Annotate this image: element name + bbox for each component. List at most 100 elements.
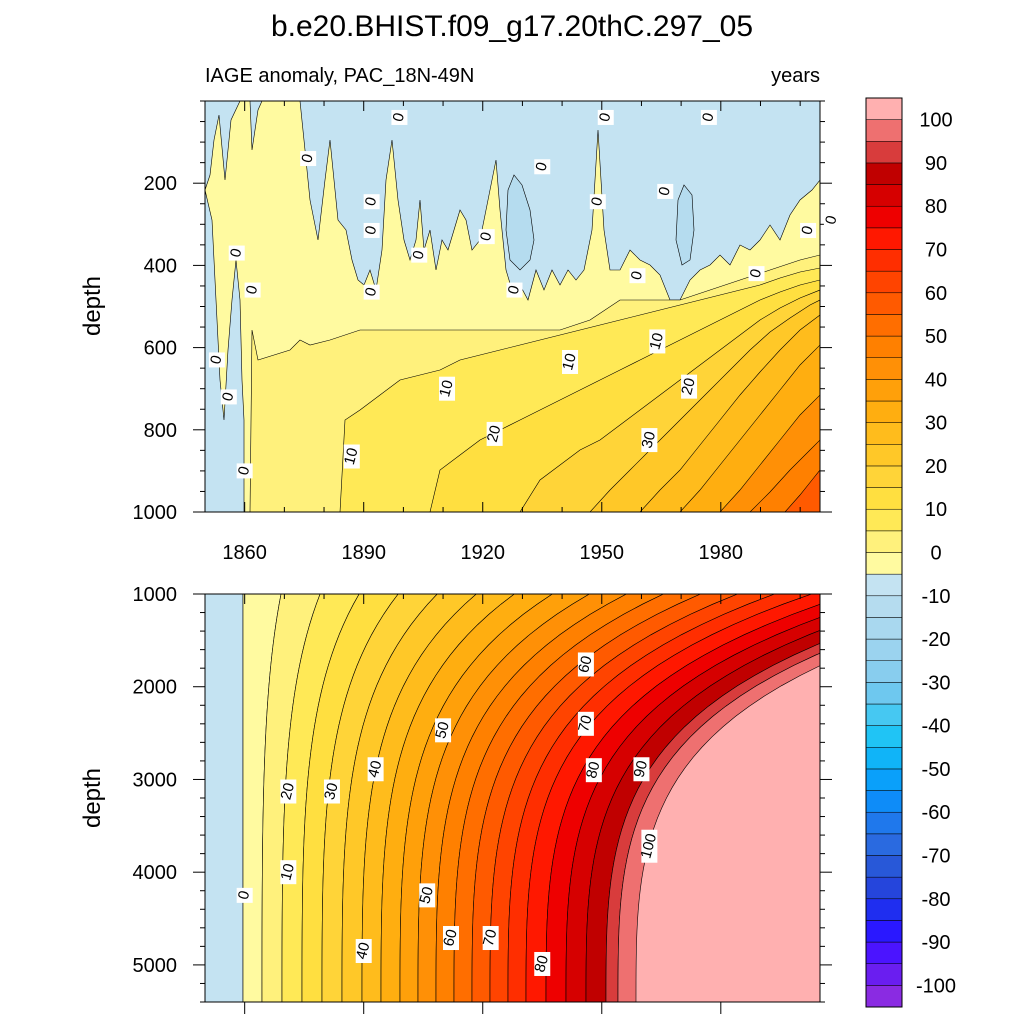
contour-label-bg xyxy=(589,194,606,210)
colorbar-swatch xyxy=(865,422,903,445)
contour-label-bg xyxy=(633,757,650,782)
contour-label-bg xyxy=(482,926,499,951)
colorbar-tick-label: 60 xyxy=(925,283,947,305)
colorbar-swatch xyxy=(865,941,903,964)
contour-label-bg xyxy=(800,222,817,238)
contour-label-bg xyxy=(244,282,261,298)
colorbar-tick-label: 100 xyxy=(919,110,952,132)
colorbar-swatch xyxy=(865,508,903,532)
colorbar-tick-label: -100 xyxy=(916,975,956,997)
contour-label: 10 xyxy=(436,378,457,399)
contour-label: 40 xyxy=(365,759,386,780)
top-x-tick-label: 1920 xyxy=(460,542,505,564)
colorbar-tick-label: -50 xyxy=(922,759,951,781)
bottom-x-ticks xyxy=(204,594,801,1014)
contour-label-bg xyxy=(419,883,436,908)
colorbar-tick-label: 90 xyxy=(925,153,947,175)
colorbar-swatch xyxy=(865,314,903,337)
colorbar-swatch xyxy=(865,573,903,597)
colorbar-swatch xyxy=(865,270,903,294)
colorbar-tick-label: 20 xyxy=(925,456,947,478)
top-panel: 1860 1890 1920 1950 1980 200 400 600 800 1000 de… xyxy=(79,100,841,564)
colorbar-swatch xyxy=(865,617,903,640)
colorbar-swatch xyxy=(865,833,903,856)
contour-label-bg xyxy=(506,282,523,298)
top-y-tick-label: 1000 xyxy=(133,502,178,524)
bottom-y-tick-label: 2000 xyxy=(133,677,178,699)
contour-label-bg xyxy=(534,159,551,175)
top-x-ticks: 1860 1890 1920 1950 1980 xyxy=(204,101,801,564)
contour-label-bg xyxy=(657,183,674,199)
bottom-y-label: depth xyxy=(79,768,106,828)
colorbar-swatch xyxy=(865,747,903,770)
colorbar-tick-label: -70 xyxy=(922,846,951,868)
bottom-y-tick-label: 5000 xyxy=(133,955,178,977)
colorbar-swatch xyxy=(865,985,903,1008)
colorbar-tick-label: 40 xyxy=(925,369,947,391)
contour-label-bg xyxy=(411,247,428,263)
contour-label-bg xyxy=(435,718,452,743)
contour-label-bg xyxy=(220,389,237,405)
contour-label-bg xyxy=(641,829,658,863)
colorbar-tick-label: -60 xyxy=(922,802,951,824)
contour-label-bg xyxy=(486,421,503,446)
contour-label: 30 xyxy=(321,781,342,802)
top-y-label: depth xyxy=(79,276,106,336)
colorbar-swatch xyxy=(865,811,903,835)
contour-label: 80 xyxy=(531,954,552,975)
top-y-ticks: 200 400 600 800 1000 xyxy=(133,100,832,524)
contour-label: 10 xyxy=(277,862,298,883)
colorbar-swatch xyxy=(865,725,903,748)
colorbar-swatch xyxy=(865,682,903,705)
colorbar-swatch xyxy=(865,465,903,488)
contour-label: 20 xyxy=(484,424,505,445)
contour-label: 30 xyxy=(639,430,660,451)
colorbar-tick-label: 10 xyxy=(925,499,947,521)
contour-label-bg xyxy=(748,266,765,282)
contour-label: 50 xyxy=(432,720,453,741)
colorbar-swatch xyxy=(865,162,903,185)
colorbar-swatch xyxy=(865,855,903,878)
contour-label-bg xyxy=(323,779,340,804)
colorbar-swatch xyxy=(865,400,903,423)
colorbar-tick-label: -90 xyxy=(922,932,951,954)
contour-label-bg xyxy=(355,939,372,963)
contour-label-bg xyxy=(823,212,840,228)
right-subtitle: years xyxy=(771,65,820,87)
contour-label-bg xyxy=(280,779,297,804)
contour-label-bg xyxy=(443,926,459,951)
chart-title: b.e20.BHIST.f09_g17.20thC.297_05 xyxy=(271,10,753,43)
contour-label-bg xyxy=(439,376,456,401)
colorbar-swatch xyxy=(865,379,903,402)
colorbar-frame xyxy=(865,97,903,1008)
contour-label-bg xyxy=(236,887,253,903)
colorbar-tick-label: 50 xyxy=(925,326,947,348)
contour-label-bg xyxy=(681,374,698,399)
bottom-y-tick-label: 4000 xyxy=(133,862,178,884)
contour-label-bg xyxy=(700,109,717,125)
contour-label: 20 xyxy=(678,376,699,397)
top-band-10 xyxy=(784,469,820,512)
colorbar-swatch xyxy=(865,963,903,986)
colorbar-swatch xyxy=(865,335,903,358)
top-neg-region-deep xyxy=(505,174,695,271)
contour-label-bg xyxy=(343,444,360,469)
top-x-tick-label: 1860 xyxy=(222,542,267,564)
contour-label-bg xyxy=(577,652,594,677)
colorbar-swatch xyxy=(865,184,903,207)
top-x-tick-label: 1980 xyxy=(699,542,744,564)
colorbar-swatch xyxy=(865,487,903,510)
colorbar-swatch xyxy=(865,97,903,120)
colorbar-tick-label: 70 xyxy=(925,240,947,262)
contour-label-bg xyxy=(391,109,408,125)
colorbar-swatch xyxy=(865,898,903,921)
colorbar-swatch xyxy=(865,595,903,618)
contour-label-bg xyxy=(208,352,225,368)
contour-label: 90 xyxy=(631,759,652,780)
colorbar-swatch xyxy=(865,552,903,575)
colorbar-tick-label: -20 xyxy=(922,629,951,651)
colorbar-swatch xyxy=(865,768,903,791)
